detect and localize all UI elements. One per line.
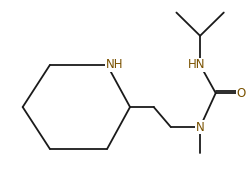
Text: O: O <box>237 87 246 100</box>
Text: NH: NH <box>105 59 123 71</box>
Text: N: N <box>196 121 204 134</box>
Text: HN: HN <box>188 59 206 71</box>
